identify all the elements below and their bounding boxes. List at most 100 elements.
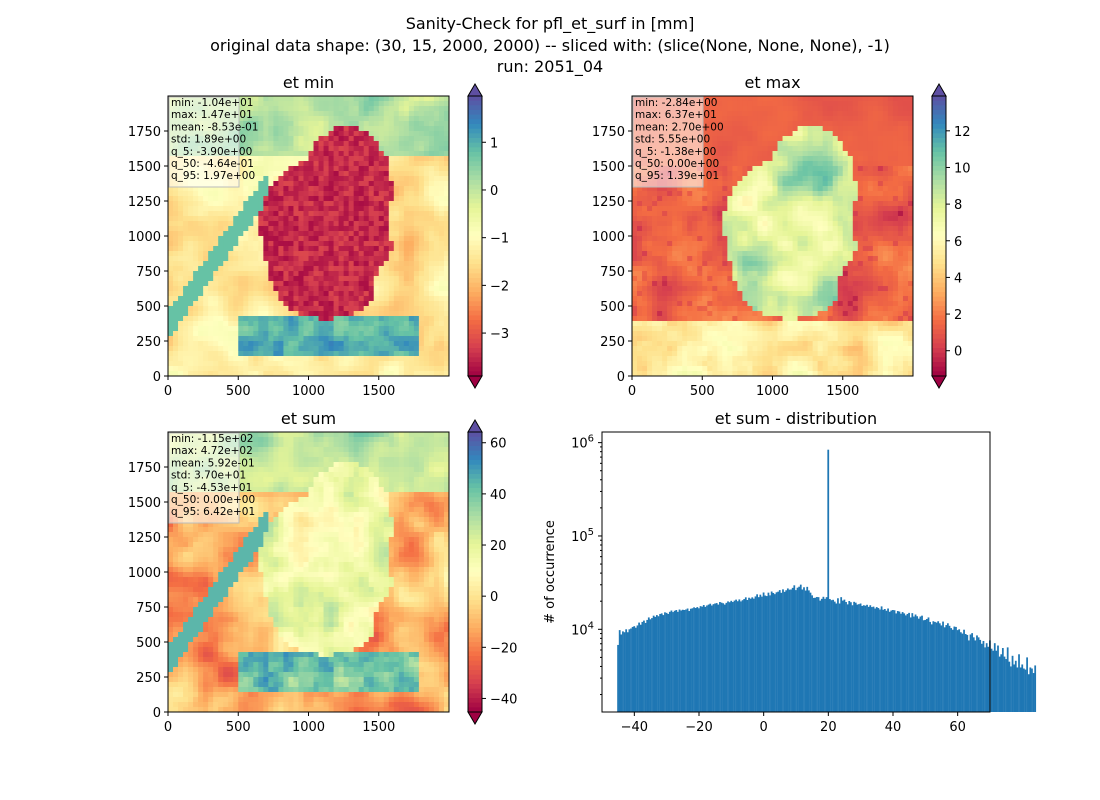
heatmap-cell <box>368 321 375 327</box>
heatmap-cell <box>433 226 440 232</box>
heatmap-cell <box>832 206 839 212</box>
heatmap-cell <box>348 301 355 307</box>
heatmap-cell <box>902 101 909 107</box>
heatmap-cell <box>408 191 415 197</box>
heatmap-cell <box>363 321 370 327</box>
heatmap-cell <box>183 201 189 207</box>
heatmap-cell <box>762 226 768 232</box>
heatmap-cell <box>398 141 405 147</box>
heatmap-cell <box>747 176 753 182</box>
heatmap-cell <box>712 201 718 207</box>
heatmap-cell <box>238 176 244 182</box>
heatmap-cell <box>847 96 854 102</box>
heatmap-cell <box>877 226 884 232</box>
heatmap-cell <box>423 101 430 107</box>
heatmap-cell <box>438 351 445 357</box>
heatmap-cell <box>398 266 405 272</box>
heatmap-cell <box>857 241 864 247</box>
heatmap-cell <box>637 196 643 202</box>
heatmap-cell <box>383 301 390 307</box>
heatmap-cell <box>298 256 304 262</box>
heatmap-cell <box>737 146 743 152</box>
heatmap-cell <box>218 346 224 352</box>
heatmap-cell <box>433 186 440 192</box>
heatmap-cell <box>348 271 355 277</box>
heatmap-cell <box>258 236 264 242</box>
heatmap-cell <box>652 226 658 232</box>
heatmap-cell <box>213 341 219 347</box>
heatmap-cell <box>852 106 859 112</box>
heatmap-cell <box>443 281 450 287</box>
heatmap-cell <box>837 226 844 232</box>
heatmap-cell <box>318 336 324 342</box>
heatmap-cell <box>403 196 410 202</box>
heatmap-cell <box>408 351 415 357</box>
heatmap-cell <box>258 346 264 352</box>
heatmap-cell <box>732 141 738 147</box>
heatmap-cell <box>288 96 294 102</box>
heatmap-cell <box>862 136 869 142</box>
heatmap-cell <box>887 196 894 202</box>
heatmap-cell <box>887 186 894 192</box>
heatmap-cell <box>832 146 839 152</box>
heatmap-cell <box>902 161 909 167</box>
heatmap-cell <box>428 171 435 177</box>
heatmap-cell <box>188 251 194 257</box>
heatmap-cell <box>393 166 400 172</box>
heatmap-cell <box>373 161 380 167</box>
heatmap-cell <box>308 256 314 262</box>
heatmap-cell <box>682 201 688 207</box>
heatmap-cell <box>223 251 229 257</box>
heatmap-cell <box>263 161 269 167</box>
heatmap-cell <box>258 326 264 332</box>
heatmap-cell <box>822 191 829 197</box>
heatmap-cell <box>278 311 284 317</box>
heatmap-cell <box>348 166 355 172</box>
heatmap-cell <box>173 196 179 202</box>
heatmap-cell <box>792 191 798 197</box>
heatmap-cell <box>313 301 319 307</box>
heatmap-cell <box>353 196 360 202</box>
heatmap-cell <box>288 141 294 147</box>
heatmap-cell <box>348 161 355 167</box>
heatmap-cell <box>313 261 319 267</box>
heatmap-cell <box>318 241 324 247</box>
heatmap-cell <box>223 231 229 237</box>
heatmap-cell <box>283 136 289 142</box>
heatmap-cell <box>782 231 788 237</box>
heatmap-cell <box>223 321 229 327</box>
heatmap-cell <box>892 116 899 122</box>
heatmap-cell <box>418 346 425 352</box>
heatmap-cell <box>747 166 753 172</box>
heatmap-cell <box>842 171 849 177</box>
heatmap-cell <box>408 241 415 247</box>
heatmap-cell <box>343 291 350 297</box>
colorbar-segment <box>468 320 482 326</box>
heatmap-cell <box>363 276 370 282</box>
heatmap-cell <box>188 271 194 277</box>
heatmap-cell <box>178 226 184 232</box>
heatmap-cell <box>248 261 254 267</box>
heatmap-cell <box>787 171 793 177</box>
heatmap-cell <box>263 221 269 227</box>
heatmap-cell <box>303 141 309 147</box>
heatmap-cell <box>732 146 738 152</box>
heatmap-cell <box>857 246 864 252</box>
heatmap-cell <box>198 246 204 252</box>
heatmap-cell <box>223 356 229 362</box>
heatmap-cell <box>772 191 778 197</box>
heatmap-cell <box>343 96 350 102</box>
heatmap-cell <box>333 316 340 322</box>
heatmap-cell <box>318 246 324 252</box>
heatmap-cell <box>682 251 688 257</box>
heatmap-cell <box>308 361 314 367</box>
heatmap-cell <box>343 366 350 372</box>
heatmap-cell <box>223 246 229 252</box>
heatmap-cell <box>198 256 204 262</box>
heatmap-cell <box>313 361 319 367</box>
heatmap-cell <box>872 166 879 172</box>
heatmap-cell <box>752 96 758 102</box>
heatmap-cell <box>662 191 668 197</box>
heatmap-cell <box>737 156 743 162</box>
